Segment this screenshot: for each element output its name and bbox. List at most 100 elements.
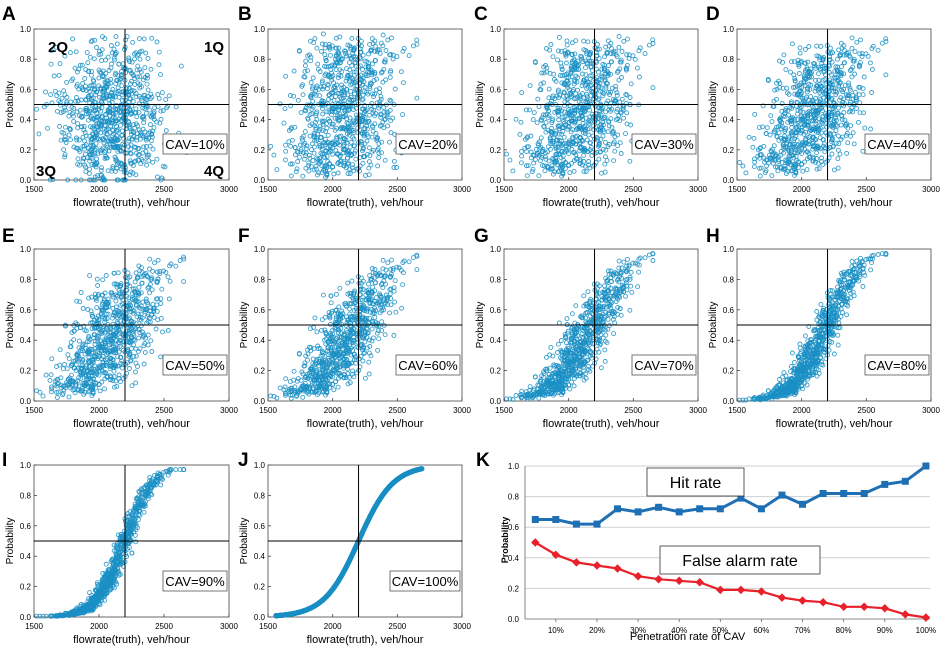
data-point [324,109,330,115]
data-point [583,47,589,53]
data-point [90,116,96,122]
data-point [83,88,89,93]
data-point [547,135,553,141]
data-point [154,156,160,162]
data-point [387,97,393,103]
data-point [288,103,294,109]
data-point [97,48,102,54]
data-point [559,67,565,72]
data-point [294,166,300,172]
data-point [148,114,154,120]
data-point [636,74,642,80]
data-point [564,42,570,48]
data-point [583,168,589,174]
data-point [597,149,603,155]
data-point [338,133,344,139]
data-point [594,47,600,52]
data-point [530,117,536,123]
data-point [366,172,372,178]
data-point [75,156,81,162]
data-point [380,119,386,125]
data-point [317,156,323,161]
data-point [541,124,547,130]
data-point [345,73,351,78]
data-point [342,48,348,54]
data-point [617,140,623,146]
y-tick-label: 0.2 [20,367,32,376]
x-axis-label: flowrate(truth), veh/hour [307,197,424,209]
data-point [571,96,577,101]
data-point [326,109,332,115]
data-point [579,83,585,89]
data-point [128,169,134,175]
data-point [314,45,320,51]
data-point [573,138,579,144]
data-point [388,118,394,124]
data-point [303,58,309,64]
data-point [110,131,116,137]
data-point [327,45,333,51]
data-point [139,97,145,103]
data-point [364,138,370,144]
data-point [312,36,318,42]
data-point [351,107,356,113]
data-point [566,151,572,156]
data-point [596,77,602,83]
data-point [381,104,387,110]
data-point [618,151,624,156]
data-point [103,128,109,134]
data-point [102,36,108,42]
x-axis-label: flowrate(truth), veh/hour [73,418,190,430]
data-point [376,105,382,111]
data-point [347,43,353,49]
data-point [296,48,302,53]
data-point [344,75,350,81]
data-point [302,63,308,69]
x-tick-label: 1500 [728,185,746,194]
y-tick-label: 1.0 [254,245,266,254]
data-point [309,147,314,153]
data-point [566,163,572,169]
data-point [378,96,384,102]
data-point [528,133,534,139]
data-point [335,170,341,176]
data-point [524,173,530,179]
data-point [577,160,583,166]
data-point [332,84,338,89]
data-point [104,84,110,90]
data-point [598,112,604,118]
data-point [538,117,544,123]
data-point [398,69,404,75]
data-point [566,107,571,113]
data-point [566,119,572,125]
data-point [131,122,137,128]
data-point [364,120,370,125]
data-point [113,50,119,56]
data-point [569,118,575,124]
x-tick-label: 2500 [155,406,173,415]
data-point [109,61,114,67]
data-point [553,78,559,84]
data-point [300,92,306,98]
data-point [572,51,578,57]
data-point [593,83,599,89]
data-point [370,61,375,67]
data-point [612,101,618,107]
data-point [562,114,568,120]
data-point [74,81,80,87]
data-point [343,112,349,118]
data-point [350,118,356,124]
data-point [545,165,551,171]
x-tick-label: 1500 [259,185,277,194]
data-point [369,36,375,42]
data-point [337,60,343,66]
data-point [557,165,563,171]
panel-letter-B: B [238,4,252,25]
data-point [569,52,575,57]
data-point [142,92,148,98]
data-point [538,135,544,141]
data-point [78,97,84,103]
data-point [99,58,105,63]
data-point [360,145,366,151]
